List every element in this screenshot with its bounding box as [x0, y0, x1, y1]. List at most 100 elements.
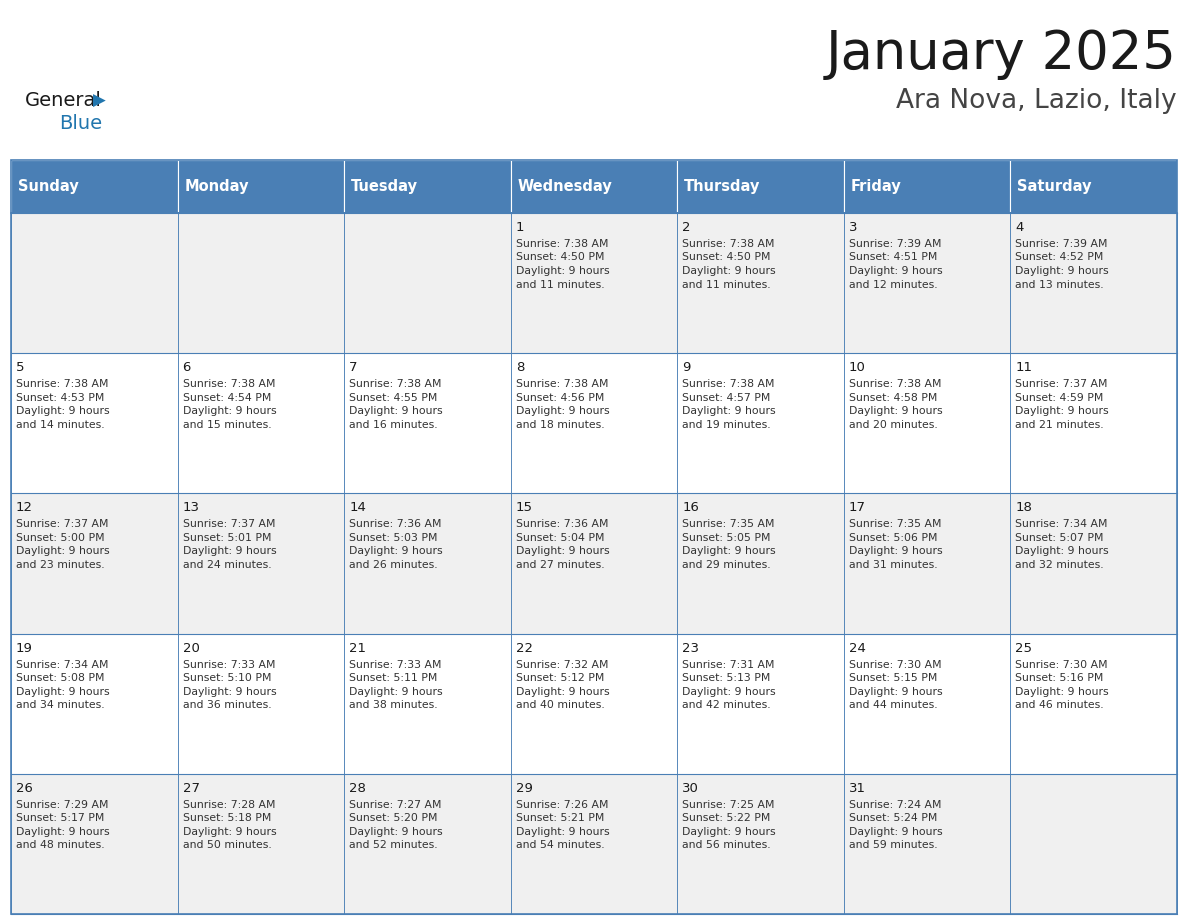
Text: Sunrise: 7:38 AM: Sunrise: 7:38 AM: [682, 379, 775, 389]
Text: 28: 28: [349, 782, 366, 795]
Text: Sunrise: 7:37 AM: Sunrise: 7:37 AM: [1016, 379, 1108, 389]
Text: Sunset: 5:00 PM: Sunset: 5:00 PM: [15, 533, 105, 543]
Text: and 27 minutes.: and 27 minutes.: [516, 560, 605, 570]
Text: and 38 minutes.: and 38 minutes.: [349, 700, 437, 711]
Text: Daylight: 9 hours: Daylight: 9 hours: [682, 687, 776, 697]
Bar: [1011, 160, 1177, 213]
Bar: [345, 213, 511, 353]
Text: Sunrise: 7:38 AM: Sunrise: 7:38 AM: [183, 379, 276, 389]
Text: Sunset: 5:20 PM: Sunset: 5:20 PM: [349, 813, 437, 823]
Text: Daylight: 9 hours: Daylight: 9 hours: [849, 546, 942, 556]
Bar: [511, 353, 677, 493]
Text: 1: 1: [516, 221, 524, 234]
Text: and 40 minutes.: and 40 minutes.: [516, 700, 605, 711]
Text: Sunrise: 7:30 AM: Sunrise: 7:30 AM: [849, 660, 941, 669]
Text: and 31 minutes.: and 31 minutes.: [849, 560, 937, 570]
Text: Daylight: 9 hours: Daylight: 9 hours: [682, 827, 776, 837]
Text: Daylight: 9 hours: Daylight: 9 hours: [1016, 266, 1110, 276]
Text: and 19 minutes.: and 19 minutes.: [682, 420, 771, 430]
Text: Daylight: 9 hours: Daylight: 9 hours: [183, 406, 276, 416]
Text: Monday: Monday: [184, 179, 249, 194]
Text: 6: 6: [183, 361, 191, 375]
Text: Sunset: 5:04 PM: Sunset: 5:04 PM: [516, 533, 605, 543]
Text: Daylight: 9 hours: Daylight: 9 hours: [1016, 406, 1110, 416]
Text: 13: 13: [183, 501, 200, 514]
Text: Sunset: 5:18 PM: Sunset: 5:18 PM: [183, 813, 271, 823]
Bar: [1011, 353, 1177, 493]
Text: January 2025: January 2025: [826, 28, 1177, 80]
Bar: [345, 160, 511, 213]
Text: Sunset: 5:07 PM: Sunset: 5:07 PM: [1016, 533, 1104, 543]
Bar: [177, 493, 345, 633]
Text: and 11 minutes.: and 11 minutes.: [682, 279, 771, 289]
Text: Sunrise: 7:36 AM: Sunrise: 7:36 AM: [349, 520, 442, 530]
Text: 5: 5: [15, 361, 25, 375]
Text: Sunrise: 7:38 AM: Sunrise: 7:38 AM: [349, 379, 442, 389]
Text: 16: 16: [682, 501, 700, 514]
Bar: [511, 774, 677, 914]
Text: and 56 minutes.: and 56 minutes.: [682, 840, 771, 850]
Text: Daylight: 9 hours: Daylight: 9 hours: [15, 827, 109, 837]
Text: Sunrise: 7:33 AM: Sunrise: 7:33 AM: [183, 660, 276, 669]
Text: ▶: ▶: [93, 92, 106, 110]
Text: 7: 7: [349, 361, 358, 375]
Text: Sunset: 5:11 PM: Sunset: 5:11 PM: [349, 673, 437, 683]
Text: Sunrise: 7:28 AM: Sunrise: 7:28 AM: [183, 800, 276, 810]
Text: 3: 3: [849, 221, 858, 234]
Text: Daylight: 9 hours: Daylight: 9 hours: [849, 266, 942, 276]
Text: Sunset: 5:16 PM: Sunset: 5:16 PM: [1016, 673, 1104, 683]
Text: and 26 minutes.: and 26 minutes.: [349, 560, 437, 570]
Text: Daylight: 9 hours: Daylight: 9 hours: [1016, 687, 1110, 697]
Text: Daylight: 9 hours: Daylight: 9 hours: [1016, 546, 1110, 556]
Text: Sunrise: 7:39 AM: Sunrise: 7:39 AM: [849, 239, 941, 249]
Text: and 50 minutes.: and 50 minutes.: [183, 840, 271, 850]
Text: 23: 23: [682, 642, 700, 655]
Bar: [345, 353, 511, 493]
Text: and 59 minutes.: and 59 minutes.: [849, 840, 937, 850]
Text: Sunset: 5:06 PM: Sunset: 5:06 PM: [849, 533, 937, 543]
Bar: [677, 353, 843, 493]
Text: Daylight: 9 hours: Daylight: 9 hours: [849, 406, 942, 416]
Text: Saturday: Saturday: [1017, 179, 1092, 194]
Bar: [511, 160, 677, 213]
Text: Sunrise: 7:34 AM: Sunrise: 7:34 AM: [15, 660, 108, 669]
Bar: [177, 774, 345, 914]
Text: 25: 25: [1016, 642, 1032, 655]
Text: 20: 20: [183, 642, 200, 655]
Text: Sunset: 5:03 PM: Sunset: 5:03 PM: [349, 533, 437, 543]
Text: 11: 11: [1016, 361, 1032, 375]
Bar: [677, 774, 843, 914]
Text: Sunset: 5:08 PM: Sunset: 5:08 PM: [15, 673, 105, 683]
Bar: [177, 633, 345, 774]
Text: Sunset: 5:17 PM: Sunset: 5:17 PM: [15, 813, 105, 823]
Text: Sunday: Sunday: [18, 179, 78, 194]
Bar: [677, 160, 843, 213]
Text: Daylight: 9 hours: Daylight: 9 hours: [682, 266, 776, 276]
Text: Sunrise: 7:38 AM: Sunrise: 7:38 AM: [516, 239, 608, 249]
Text: Daylight: 9 hours: Daylight: 9 hours: [349, 827, 443, 837]
Text: Sunset: 5:15 PM: Sunset: 5:15 PM: [849, 673, 937, 683]
Text: Thursday: Thursday: [684, 179, 760, 194]
Bar: [11, 213, 1177, 914]
Text: and 21 minutes.: and 21 minutes.: [1016, 420, 1104, 430]
Text: Sunrise: 7:38 AM: Sunrise: 7:38 AM: [682, 239, 775, 249]
Text: Sunset: 4:55 PM: Sunset: 4:55 PM: [349, 393, 437, 403]
Text: and 54 minutes.: and 54 minutes.: [516, 840, 605, 850]
Text: Daylight: 9 hours: Daylight: 9 hours: [183, 827, 276, 837]
Bar: [11, 160, 177, 213]
Text: Sunrise: 7:29 AM: Sunrise: 7:29 AM: [15, 800, 108, 810]
Text: Sunrise: 7:38 AM: Sunrise: 7:38 AM: [516, 379, 608, 389]
Text: and 46 minutes.: and 46 minutes.: [1016, 700, 1104, 711]
Text: and 20 minutes.: and 20 minutes.: [849, 420, 937, 430]
Text: Daylight: 9 hours: Daylight: 9 hours: [15, 406, 109, 416]
Text: Sunrise: 7:27 AM: Sunrise: 7:27 AM: [349, 800, 442, 810]
Bar: [511, 493, 677, 633]
Text: Sunset: 5:13 PM: Sunset: 5:13 PM: [682, 673, 771, 683]
Text: 4: 4: [1016, 221, 1024, 234]
Text: Sunset: 4:56 PM: Sunset: 4:56 PM: [516, 393, 604, 403]
Text: Tuesday: Tuesday: [352, 179, 418, 194]
Text: Daylight: 9 hours: Daylight: 9 hours: [349, 406, 443, 416]
Text: Sunset: 4:54 PM: Sunset: 4:54 PM: [183, 393, 271, 403]
Text: Friday: Friday: [851, 179, 902, 194]
Text: Sunset: 4:57 PM: Sunset: 4:57 PM: [682, 393, 771, 403]
